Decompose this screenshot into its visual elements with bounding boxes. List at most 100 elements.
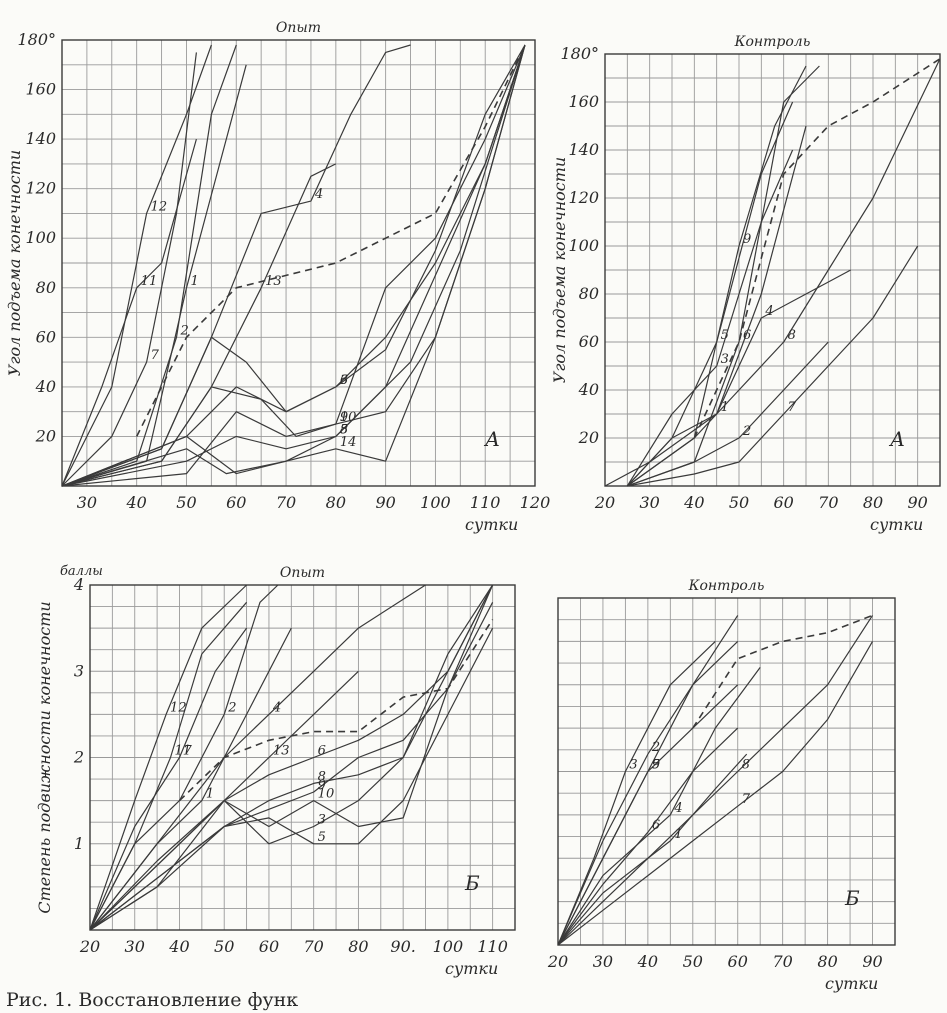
series-line-3 [557, 640, 716, 946]
y-tick-label: 160 [25, 80, 56, 99]
series-label-6: 6 [743, 328, 751, 343]
series-line-12 [89, 584, 248, 931]
y-tick-label: 1 [74, 834, 84, 853]
figure-caption: Рис. 1. Восстановление функ [6, 989, 298, 1011]
x-axis-label: сутки [445, 959, 498, 978]
series-line-8 [89, 584, 494, 931]
series-label-8: 8 [318, 769, 326, 784]
series-label-9: 9 [743, 232, 751, 247]
chart-title: Контроль [688, 578, 765, 594]
series-line-3 [626, 149, 794, 487]
x-axis-label: сутки [465, 515, 518, 534]
x-tick-label: 90 [862, 952, 882, 971]
series-line-7 [61, 52, 197, 487]
y-unit-label: баллы [60, 564, 103, 579]
panel-letter: А [888, 427, 905, 451]
x-tick-label: 30 [77, 493, 97, 512]
mean-curve-dashed [135, 44, 526, 437]
y-tick-label: 60 [579, 332, 599, 351]
y-tick-label: 40 [578, 380, 599, 399]
y-tick-label: 120 [568, 188, 599, 207]
series-label-7: 7 [788, 400, 797, 415]
y-tick-label: 80 [579, 284, 599, 303]
series-label-4: 4 [272, 700, 281, 715]
series-label-3: 3 [318, 813, 326, 828]
series-label-2: 2 [227, 700, 236, 715]
x-tick-label: 40 [126, 493, 147, 512]
series-label-7: 7 [183, 744, 192, 759]
panel-letter: Б [464, 871, 480, 895]
x-tick-label: 100 [433, 937, 464, 956]
series-label-4: 4 [314, 187, 323, 202]
series-line-4 [557, 667, 761, 946]
x-axis-label: сутки [870, 515, 923, 534]
series-line-4 [626, 269, 851, 487]
x-tick-label: 50 [729, 493, 749, 512]
series-line-7 [89, 627, 248, 931]
series-line-1 [557, 753, 748, 946]
series-line-10 [89, 602, 494, 931]
series-label-5: 5 [652, 758, 660, 773]
x-tick-label: 80 [348, 937, 368, 956]
series-label-5: 5 [721, 328, 729, 343]
series-line-7 [627, 245, 919, 487]
y-tick-label: 180° [17, 30, 56, 49]
series-label-7: 7 [151, 348, 160, 363]
y-tick-label: 4 [73, 575, 84, 594]
series-label-12: 12 [170, 700, 187, 715]
plot-frame [61, 39, 536, 487]
series-label-9: 9 [340, 410, 348, 425]
mean-curve-dashed [692, 614, 873, 729]
x-tick-label: 110 [470, 493, 501, 512]
series-label-13: 13 [273, 744, 290, 759]
series-line-5 [89, 627, 494, 931]
y-tick-label: 3 [74, 661, 84, 680]
series-label-14: 14 [340, 435, 357, 450]
x-tick-label: 20 [79, 937, 100, 956]
y-tick-label: 180° [560, 44, 599, 63]
x-tick-label: 60 [728, 952, 748, 971]
series-label-8: 8 [742, 758, 750, 773]
y-tick-label: 100 [568, 236, 599, 255]
series-label-8: 8 [788, 328, 796, 343]
x-tick-label: 90. [390, 937, 415, 956]
x-tick-label: 50 [176, 493, 196, 512]
series-label-1: 1 [674, 827, 682, 842]
plot-frame [89, 584, 516, 931]
x-tick-label: 50 [683, 952, 703, 971]
x-tick-label: 60 [259, 937, 279, 956]
series-line-11 [61, 138, 197, 487]
y-axis-label: Угол подъема конечности [550, 157, 569, 383]
series-line-9 [61, 44, 526, 487]
x-tick-label: 30 [593, 952, 613, 971]
series-line-5 [557, 684, 739, 946]
y-tick-label: 80 [36, 278, 56, 297]
series-label-2: 2 [651, 740, 660, 755]
x-tick-label: 40 [683, 493, 704, 512]
series-label-1: 1 [721, 400, 729, 415]
series-label-5: 5 [318, 830, 326, 845]
x-tick-label: 40 [168, 937, 189, 956]
y-tick-label: 60 [36, 327, 56, 346]
series-label-10: 10 [318, 787, 335, 802]
series-label-5: 5 [340, 422, 348, 437]
x-tick-label: 120 [520, 493, 551, 512]
series-label-13: 13 [265, 274, 282, 289]
x-axis-label: сутки [825, 974, 878, 993]
series-line-2 [89, 584, 279, 931]
mean-curve-dashed [178, 619, 494, 802]
panel-letter: А [483, 427, 500, 451]
series-label-1: 1 [206, 787, 214, 802]
series-line-4 [89, 584, 426, 931]
x-tick-label: 30 [639, 493, 659, 512]
series-line-8 [557, 615, 874, 946]
chart-title: Контроль [734, 34, 811, 50]
series-label-6: 6 [318, 744, 326, 759]
x-tick-label: 60 [226, 493, 246, 512]
chart-panel-top-right: 6 9 5 3 1 48 2 7 20 30 40 50 60 70 80 90 20 40 60 80 100 120 1… [550, 34, 941, 534]
chart-panel-bottom-right: 9 23 5 461 8 7 20 30 40 50 60 70 80 90 Контроль сутки Б [547, 578, 896, 993]
y-tick-label: 160 [568, 92, 599, 111]
series-line-7 [557, 641, 874, 946]
